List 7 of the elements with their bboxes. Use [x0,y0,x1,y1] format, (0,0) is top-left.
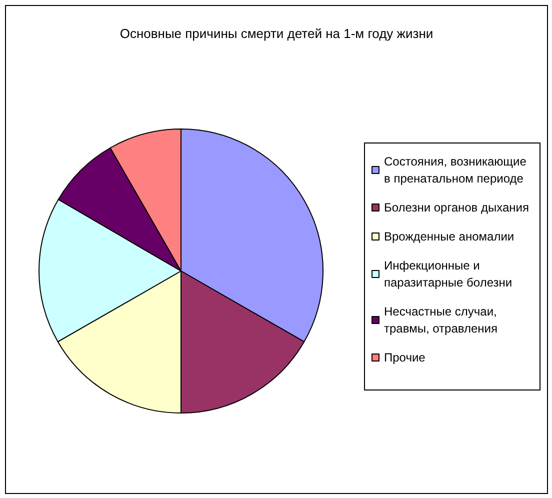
legend-label: Болезни органов дыхания [384,200,530,214]
legend-label: Несчастные случаи, травмы, отравления [384,304,498,336]
legend-label: Прочие [384,350,426,364]
legend-label: Врожденные аномалии [384,230,514,244]
legend-label: Состояния, возникающие в пренатальном периоде [384,154,527,186]
legend-label: Инфекционные и паразитарные болезни [384,258,512,290]
chart-title: Основные причины смерти детей на 1-м году жизни [120,26,434,41]
